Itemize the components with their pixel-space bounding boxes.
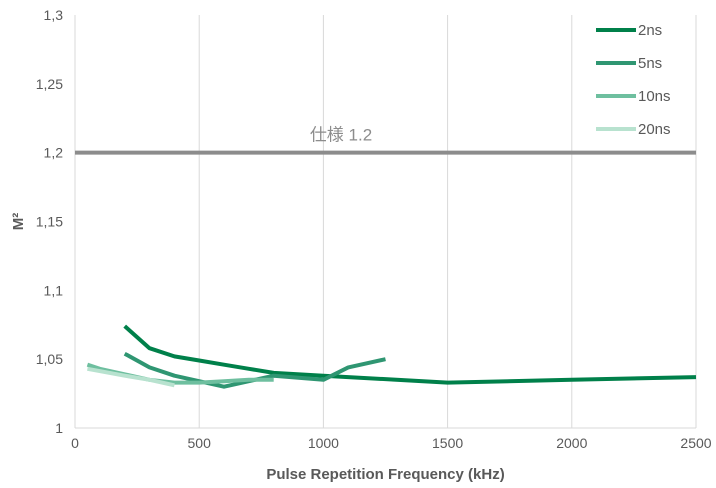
legend-label: 5ns <box>638 55 662 72</box>
y-tick-label: 1 <box>55 420 63 436</box>
x-tick-label: 2000 <box>556 435 587 451</box>
y-tick-label: 1,05 <box>36 351 63 367</box>
y-axis-title: M² <box>10 213 27 231</box>
reference-line-label: 仕様 1.2 <box>310 126 372 145</box>
x-tick-label: 1000 <box>308 435 339 451</box>
y-tick-label: 1,25 <box>36 76 63 92</box>
x-tick-label: 1500 <box>432 435 463 451</box>
legend-label: 2ns <box>638 22 662 39</box>
x-tick-label: 0 <box>71 435 79 451</box>
y-tick-label: 1,1 <box>44 282 64 298</box>
x-tick-label: 500 <box>188 435 212 451</box>
series-line-2ns <box>123 324 697 385</box>
x-axis-title: Pulse Repetition Frequency (kHz) <box>266 466 504 483</box>
x-tick-label: 2500 <box>680 435 711 451</box>
y-tick-label: 1,2 <box>44 145 64 161</box>
y-tick-label: 1,15 <box>36 214 63 230</box>
legend-label: 10ns <box>638 88 671 105</box>
series-line-5ns <box>123 351 386 389</box>
y-tick-label: 1,3 <box>44 7 64 23</box>
series-line-20ns <box>87 366 175 388</box>
legend-label: 20ns <box>638 121 671 138</box>
